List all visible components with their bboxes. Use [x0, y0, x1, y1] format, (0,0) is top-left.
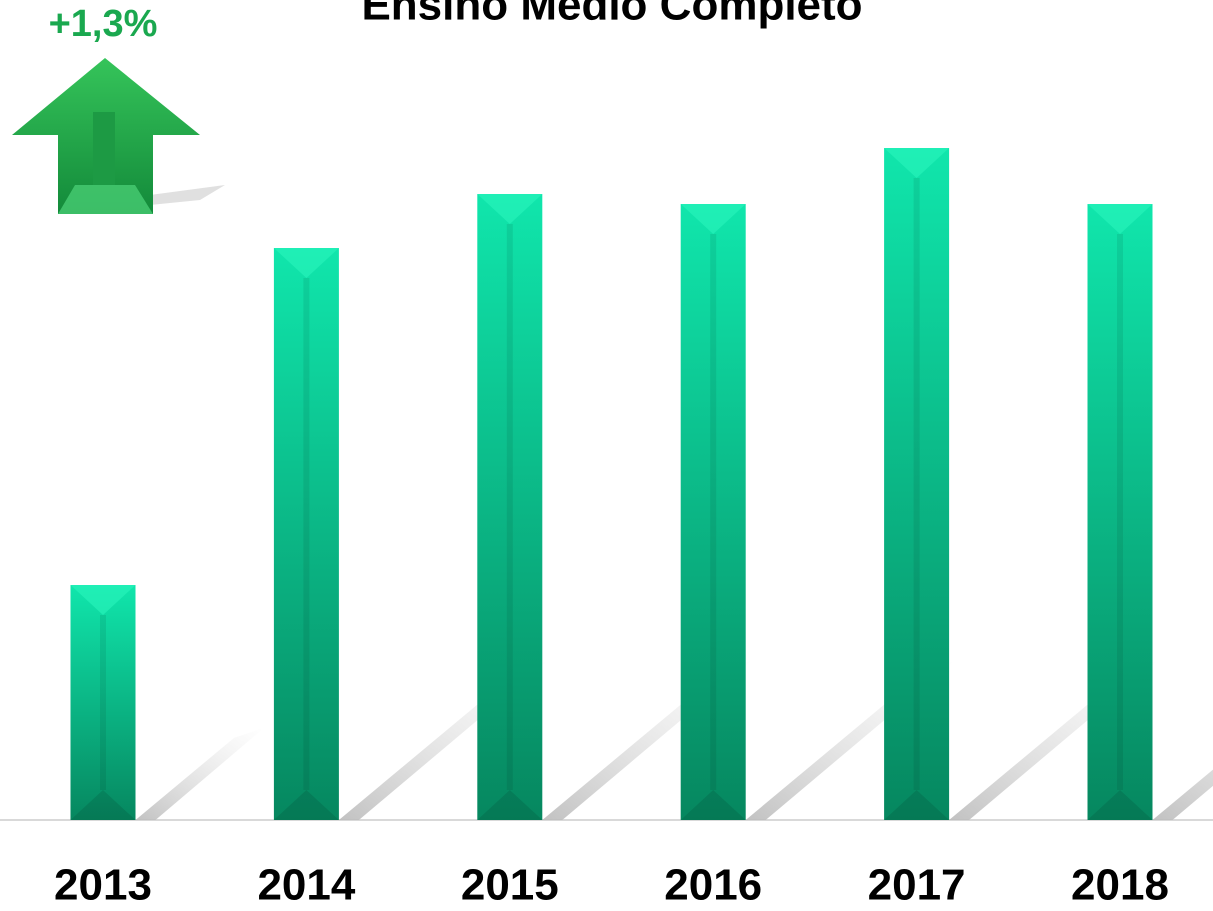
bar-shadow — [135, 727, 265, 820]
x-tick-label: 2018 — [1071, 861, 1169, 910]
bar-bevel — [710, 234, 717, 790]
annotation: +1,3% — [49, 3, 158, 45]
bar — [680, 204, 746, 820]
bar-bevel — [273, 790, 339, 820]
bar-bevel — [273, 248, 339, 278]
chart-title: Ensino Médio Completo — [361, 0, 862, 30]
bar-bevel — [913, 178, 920, 790]
bar-bevel — [477, 194, 543, 224]
bar-bevel — [70, 585, 136, 615]
x-tick-label: 2016 — [664, 861, 762, 910]
x-tick-label: 2017 — [868, 861, 966, 910]
bar-bevel — [680, 204, 746, 234]
bar — [70, 585, 136, 820]
bar-bevel — [506, 224, 513, 790]
bar — [1087, 204, 1153, 820]
arrow-icon — [12, 58, 225, 214]
bar-bevel — [680, 790, 746, 820]
bar — [273, 248, 339, 820]
x-tick-label: 2013 — [54, 861, 152, 910]
x-tick-label: 2015 — [461, 861, 559, 910]
bar — [884, 148, 950, 820]
bar-bevel — [477, 790, 543, 820]
bar — [477, 194, 543, 820]
bar-bevel — [70, 790, 136, 820]
bar-bevel — [1087, 204, 1153, 234]
bar-bevel — [303, 278, 310, 790]
bar-shadow — [1152, 769, 1213, 820]
x-tick-label: 2014 — [257, 861, 355, 910]
bar-bevel — [100, 615, 106, 790]
bar-bevel — [884, 148, 950, 178]
bar-bevel — [1087, 790, 1153, 820]
bar-bevel — [1117, 234, 1123, 790]
bar-bevel — [884, 790, 950, 820]
